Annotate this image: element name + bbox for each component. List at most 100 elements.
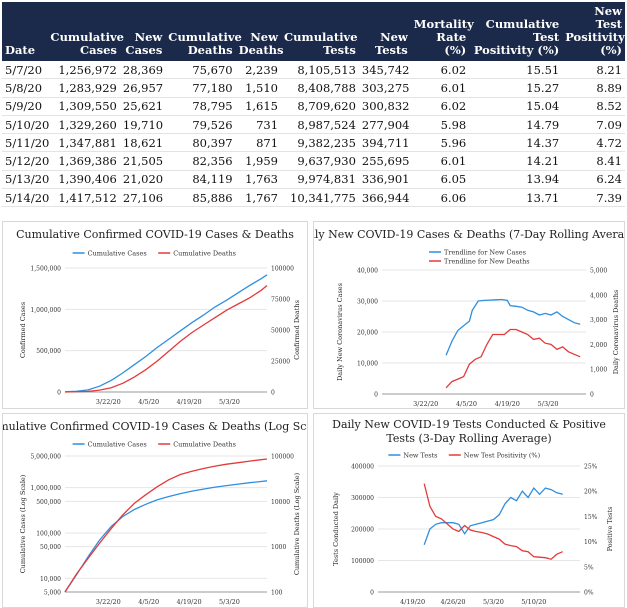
table-cell: 80,397	[165, 133, 236, 153]
column-header: New Tests	[358, 2, 411, 61]
y2-tick-label: 0%	[584, 590, 594, 597]
table-row: 5/14/20 1,417,512 27,106 85,886 1,767 10,341,…	[2, 188, 625, 208]
table-cell: 28,369	[119, 61, 166, 80]
y-tick-label: 5,000	[44, 590, 61, 597]
table-cell: 300,832	[358, 97, 411, 116]
y2-tick-label: 1000	[271, 544, 286, 551]
chart-panel-daily-new: Daily New COVID-19 Cases & Deaths (7-Day…	[313, 221, 625, 409]
y2-tick-label: 100	[271, 590, 283, 597]
y2-tick-label: 20%	[584, 489, 598, 496]
series-line-1	[64, 284, 268, 393]
y2-tick-label: 4,000	[590, 292, 607, 299]
y-axis-label: Cumulative Cases (Log Scale)	[19, 474, 27, 573]
table-cell: 1,767	[235, 188, 282, 208]
table-cell: 5/10/20	[2, 115, 49, 135]
x-tick-label: 5/10/20	[521, 598, 546, 606]
table-cell: 9,974,831	[281, 170, 359, 190]
x-tick-label: 4/5/20	[456, 400, 477, 408]
x-tick-label: 3/22/20	[96, 398, 121, 406]
table-cell: 5/14/20	[2, 188, 49, 208]
series-line-0	[445, 298, 581, 356]
y2-tick-label: 2,000	[590, 342, 607, 349]
table-cell: 5.98	[410, 115, 470, 135]
table-cell: 394,711	[358, 133, 411, 153]
legend-label: Cumulative Deaths	[173, 250, 236, 258]
legend-label: Trendline for New Cases	[444, 249, 526, 257]
table-cell: 5/7/20	[2, 61, 48, 80]
table-cell: 5/11/20	[2, 133, 49, 153]
y2-axis-label: Confirmed Deaths	[293, 300, 301, 360]
cumulative-log-scale-chart: Cumulative Confirmed COVID-19 Cases & De…	[3, 420, 307, 606]
table-cell: 366,944	[358, 188, 411, 208]
x-tick-label: 4/19/20	[400, 598, 425, 606]
table-cell: 25,621	[119, 97, 166, 116]
x-tick-label: 4/19/20	[495, 400, 520, 408]
table-cell: 21,020	[119, 170, 166, 190]
daily-new-cases-deaths-chart: Daily New COVID-19 Cases & Deaths (7-Day…	[314, 228, 624, 408]
table-cell: 1,763	[235, 170, 282, 190]
legend-label: New Tests	[403, 452, 437, 460]
y-tick-label: 40,000	[357, 268, 378, 275]
y2-tick-label: 100000	[271, 266, 294, 273]
y2-tick-label: 1,000	[590, 367, 607, 374]
table-cell: 6.02	[410, 97, 470, 116]
table-cell: 10,341,775	[281, 188, 359, 208]
column-header: Cumulative Tests	[281, 2, 359, 61]
y2-tick-label: 100000	[271, 454, 294, 461]
table-cell: 6.24	[562, 170, 625, 190]
table-cell: 15.04	[469, 97, 563, 116]
column-header: New Deaths	[235, 2, 283, 61]
series-line-1	[423, 483, 563, 560]
series-line-0	[64, 480, 268, 593]
y-tick-label: 10,000	[357, 361, 378, 368]
table-cell: 1,256,972	[47, 61, 120, 80]
y2-tick-label: 5,000	[590, 268, 607, 275]
series-line-0	[423, 487, 563, 546]
y-tick-label: 1,000,000	[30, 485, 61, 492]
y2-tick-label: 25000	[271, 359, 290, 366]
table-cell: 1,510	[235, 78, 282, 98]
y-tick-label: 0	[370, 590, 374, 597]
table-cell: 9,382,235	[281, 133, 359, 153]
x-tick-label: 5/3/20	[219, 398, 240, 406]
table-cell: 82,356	[165, 151, 236, 171]
table-cell: 6.01	[410, 78, 470, 98]
table-cell: 5/12/20	[2, 151, 49, 171]
table-cell: 27,106	[119, 188, 166, 208]
y-tick-label: 1,000,000	[30, 307, 61, 314]
y-tick-label: 500,000	[36, 348, 61, 355]
table-cell: 26,957	[119, 78, 166, 98]
y-tick-label: 200000	[351, 527, 374, 534]
x-tick-label: 4/19/20	[177, 398, 202, 406]
table-cell: 8.52	[562, 97, 625, 116]
column-header: Mortality Rate (%)	[410, 2, 474, 61]
column-header: New Test Positivity (%)	[562, 2, 625, 61]
table-cell: 6.05	[410, 170, 470, 190]
x-tick-label: 5/3/20	[219, 598, 240, 606]
column-header: Date	[2, 2, 48, 61]
table-cell: 303,275	[358, 78, 411, 98]
table-cell: 1,309,550	[47, 97, 120, 116]
table-cell: 731	[235, 115, 282, 135]
table-cell: 14.21	[469, 151, 563, 171]
table-cell: 255,695	[358, 151, 411, 171]
table-body: 5/7/20 1,256,972 28,369 75,670 2,239 8,105,51…	[2, 61, 625, 208]
y-axis-label: Tests Conducted Daily	[332, 492, 340, 566]
table-cell: 8,408,788	[281, 78, 359, 98]
covid-stats-table: Date Cumulative Cases New Cases Cumulative …	[2, 2, 625, 208]
daily-tests-positivity-chart: Daily New COVID-19 Tests Conducted & Pos…	[332, 418, 614, 606]
table-cell: 15.51	[469, 61, 563, 80]
y-tick-label: 5,000,000	[30, 454, 61, 461]
table-cell: 19,710	[119, 115, 166, 135]
y-tick-label: 0	[57, 390, 61, 397]
table-cell: 336,901	[358, 170, 411, 190]
x-tick-label: 3/22/20	[413, 400, 438, 408]
chart-title: Tests (3-Day Rolling Average)	[386, 432, 551, 445]
table-cell: 345,742	[358, 61, 411, 80]
series-line-1	[445, 328, 581, 389]
table-cell: 13.94	[469, 170, 563, 190]
y2-tick-label: 75000	[271, 297, 290, 304]
y-tick-label: 300000	[351, 495, 374, 502]
table-row: 5/10/20 1,329,260 19,710 79,526 731 8,987,524…	[2, 115, 625, 135]
table-header-row: Date Cumulative Cases New Cases Cumulative …	[2, 2, 625, 61]
